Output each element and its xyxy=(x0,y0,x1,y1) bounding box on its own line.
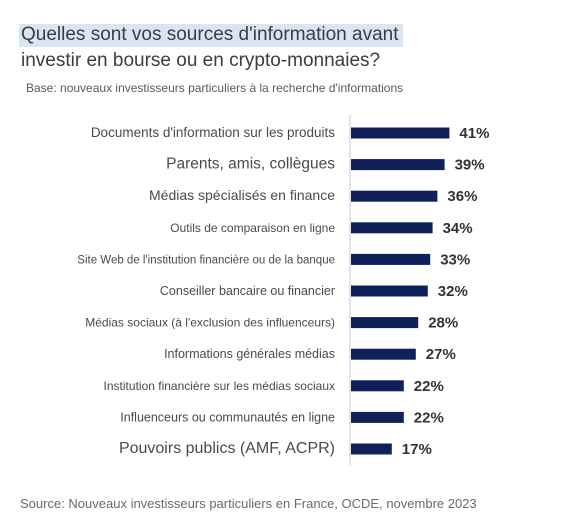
category-label: Médias sociaux (à l'exclusion des influe… xyxy=(85,316,335,330)
bar xyxy=(351,190,438,202)
bar xyxy=(351,317,419,329)
bar xyxy=(351,159,445,171)
chart-title-line-2: investir en bourse ou en crypto-monnaies… xyxy=(21,50,381,71)
value-label: 27% xyxy=(426,346,456,363)
category-label: Outils de comparaison en ligne xyxy=(170,221,335,235)
bar xyxy=(351,411,404,423)
chart-title-line-1: Quelles sont vos sources d'information a… xyxy=(19,24,403,47)
value-label: 41% xyxy=(459,125,489,142)
category-label: Institution financière sur les médias so… xyxy=(104,379,335,393)
category-label: Site Web de l'institution financière ou … xyxy=(77,254,335,266)
value-label: 39% xyxy=(455,157,485,174)
source-note: Source: Nouveaux investisseurs particuli… xyxy=(20,496,477,511)
value-label: 17% xyxy=(402,441,432,458)
category-label: Pouvoirs publics (AMF, ACPR) xyxy=(119,440,335,457)
bar xyxy=(351,253,431,265)
chart-subtitle: Base: nouveaux investisseurs particulier… xyxy=(26,81,404,95)
bar-chart: Documents d'information sur les produits… xyxy=(77,115,489,465)
value-label: 22% xyxy=(414,378,444,395)
bar xyxy=(351,380,404,392)
value-label: 32% xyxy=(438,283,468,300)
value-label: 28% xyxy=(428,315,458,332)
value-label: 34% xyxy=(443,220,473,237)
category-label: Documents d'information sur les produits xyxy=(91,125,335,140)
category-label: Conseiller bancaire ou financier xyxy=(160,284,335,298)
category-label: Parents, amis, collègues xyxy=(166,156,335,173)
category-label: Influenceurs ou communautés en ligne xyxy=(120,410,335,424)
value-label: 22% xyxy=(414,409,444,426)
bar xyxy=(351,127,450,139)
bar xyxy=(351,285,428,297)
bar xyxy=(351,222,433,234)
bar xyxy=(351,348,416,360)
value-label: 33% xyxy=(440,251,470,268)
category-label: Informations générales médias xyxy=(164,347,335,361)
category-label: Médias spécialisés en finance xyxy=(149,187,335,203)
value-label: 36% xyxy=(447,188,477,205)
bar xyxy=(351,443,392,455)
